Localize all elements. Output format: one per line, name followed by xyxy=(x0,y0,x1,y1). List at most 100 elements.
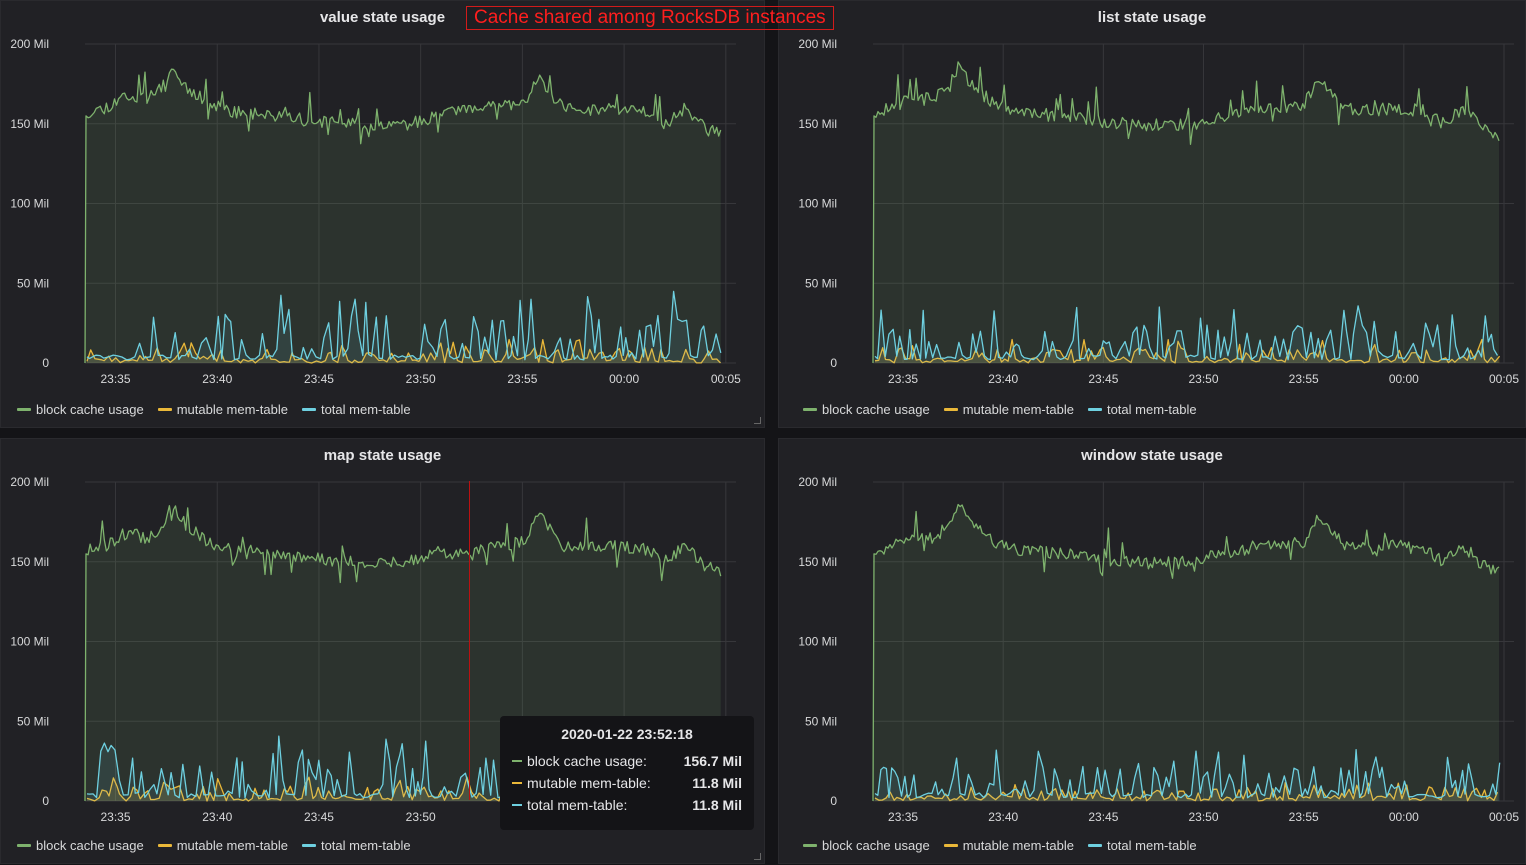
legend-swatch-mutable xyxy=(157,408,172,411)
y-tick-label: 50 Mil xyxy=(805,276,837,290)
x-tick-label: 00:00 xyxy=(609,372,639,386)
y-tick-label: 100 Mil xyxy=(10,635,49,649)
y-tick-label: 150 Mil xyxy=(798,117,837,131)
x-tick-label: 00:05 xyxy=(711,372,741,386)
tooltip-value: 11.8 Mil xyxy=(692,797,742,813)
list-state-chart[interactable]: 0 50 Mil 100 Mil 150 Mil 200 Mil 23:35 23:40 23… xyxy=(779,1,1526,429)
x-tick-label: 23:50 xyxy=(406,372,436,386)
series-area-block-cache-usage xyxy=(873,504,1499,801)
legend-swatch-mutable xyxy=(943,408,958,411)
tooltip-time: 2020-01-22 23:52:18 xyxy=(561,726,693,742)
y-tick-label: 0 xyxy=(830,356,837,370)
panel-value-state[interactable]: value state usage 0 50 Mil 100 Mil 150 Mil 2… xyxy=(0,0,765,428)
y-tick-label: 150 Mil xyxy=(10,555,49,569)
y-tick-label: 0 xyxy=(830,794,837,808)
panel-title[interactable]: list state usage xyxy=(1097,9,1207,26)
legend-item-mutable[interactable]: mutable mem-table xyxy=(157,402,288,417)
x-tick-label: 23:50 xyxy=(1189,810,1219,824)
legend-label: mutable mem-table xyxy=(176,838,288,853)
y-tick-label: 50 Mil xyxy=(17,276,49,290)
legend: block cache usage mutable mem-table tota… xyxy=(803,838,1197,853)
panel-window-state[interactable]: window state usage 0 50 Mil 100 Mil 150 Mil… xyxy=(778,438,1526,864)
legend-swatch-total xyxy=(1087,408,1102,411)
legend-swatch-total xyxy=(301,844,316,847)
legend-item-block-cache[interactable]: block cache usage xyxy=(17,402,144,417)
legend-label: block cache usage xyxy=(36,838,144,853)
panel-list-state[interactable]: list state usage 0 50 Mil 100 Mil 150 Mil 20… xyxy=(778,0,1526,428)
x-tick-label: 23:50 xyxy=(406,810,436,824)
x-tick-label: 23:45 xyxy=(1088,372,1118,386)
x-tick-label: 23:35 xyxy=(888,372,918,386)
series-area-total-mem-table xyxy=(875,305,1498,363)
legend-label: block cache usage xyxy=(822,402,930,417)
x-tick-label: 23:35 xyxy=(888,810,918,824)
legend-item-total[interactable]: total mem-table xyxy=(1087,402,1197,417)
legend-item-block-cache[interactable]: block cache usage xyxy=(803,402,930,417)
series-line-block-cache-usage xyxy=(872,503,1500,802)
series-line-block-cache-usage xyxy=(84,68,722,364)
tooltip-label: mutable mem-table: xyxy=(527,775,651,791)
value-state-chart[interactable]: 0 50 Mil 100 Mil 150 Mil 200 Mil 23:35 23:40 23… xyxy=(1,1,766,429)
x-tick-label: 23:40 xyxy=(988,810,1018,824)
x-tick-label: 00:00 xyxy=(1389,372,1419,386)
x-tick-label: 23:55 xyxy=(1289,372,1319,386)
y-tick-label: 100 Mil xyxy=(10,197,49,211)
panel-title[interactable]: value state usage xyxy=(319,9,446,26)
series-line-total-mem-table xyxy=(874,305,1499,361)
legend-swatch-total xyxy=(1087,844,1102,847)
y-tick-label: 50 Mil xyxy=(805,714,837,728)
x-tick-label: 23:50 xyxy=(1189,372,1219,386)
series-area-block-cache-usage xyxy=(85,69,721,363)
x-tick-label: 23:45 xyxy=(304,810,334,824)
hover-crosshair xyxy=(469,481,470,800)
legend-swatch-block xyxy=(17,408,31,411)
legend-item-block-cache[interactable]: block cache usage xyxy=(17,838,144,853)
x-tick-label: 23:40 xyxy=(202,372,232,386)
y-tick-label: 50 Mil xyxy=(17,714,49,728)
series-area-total-mem-table xyxy=(875,749,1500,801)
series-area-block-cache-usage xyxy=(873,61,1499,364)
legend-item-total[interactable]: total mem-table xyxy=(301,402,411,417)
y-tick-label: 200 Mil xyxy=(798,475,837,489)
tooltip-value: 156.7 Mil xyxy=(683,753,742,769)
legend-label: total mem-table xyxy=(1106,402,1197,417)
legend-item-total[interactable]: total mem-table xyxy=(1087,838,1197,853)
legend-item-mutable[interactable]: mutable mem-table xyxy=(943,402,1074,417)
series-line-mutable-mem-table xyxy=(874,338,1501,364)
legend-item-mutable[interactable]: mutable mem-table xyxy=(157,838,288,853)
tooltip-label: block cache usage: xyxy=(527,753,647,769)
y-tick-label: 100 Mil xyxy=(798,635,837,649)
legend: block cache usage mutable mem-table tota… xyxy=(17,402,411,417)
window-state-chart[interactable]: 0 50 Mil 100 Mil 150 Mil 200 Mil 23:35 23:40 23… xyxy=(779,439,1526,865)
tooltip-swatch xyxy=(512,804,522,806)
legend-label: mutable mem-table xyxy=(962,838,1074,853)
resize-handle[interactable] xyxy=(754,853,761,860)
x-tick-label: 00:05 xyxy=(1489,810,1519,824)
y-tick-label: 150 Mil xyxy=(798,555,837,569)
x-tick-label: 00:00 xyxy=(1389,810,1419,824)
resize-handle[interactable] xyxy=(754,417,761,424)
tooltip-label: total mem-table: xyxy=(527,797,628,813)
panel-title[interactable]: map state usage xyxy=(323,447,442,464)
legend-item-mutable[interactable]: mutable mem-table xyxy=(943,838,1074,853)
series-line-total-mem-table xyxy=(86,290,722,361)
legend-item-total[interactable]: total mem-table xyxy=(301,838,411,853)
x-tick-label: 23:45 xyxy=(1088,810,1118,824)
x-tick-label: 00:05 xyxy=(1489,372,1519,386)
tooltip-swatch xyxy=(512,782,522,784)
legend-item-block-cache[interactable]: block cache usage xyxy=(803,838,930,853)
legend-label: total mem-table xyxy=(1106,838,1197,853)
panel-title[interactable]: window state usage xyxy=(1081,447,1223,464)
series-area-mutable-mem-table xyxy=(875,782,1498,801)
x-tick-label: 23:55 xyxy=(507,372,537,386)
legend-swatch-mutable xyxy=(943,844,958,847)
x-tick-label: 23:55 xyxy=(1289,810,1319,824)
y-tick-label: 200 Mil xyxy=(798,37,837,51)
tooltip-row-block: block cache usage: 156.7 Mil xyxy=(512,750,742,772)
x-tick-label: 23:35 xyxy=(101,372,131,386)
series-line-block-cache-usage xyxy=(872,61,1500,364)
legend-swatch-block xyxy=(803,408,817,411)
series-line-block-cache-usage xyxy=(84,505,722,802)
legend-swatch-block xyxy=(803,844,817,847)
y-tick-label: 150 Mil xyxy=(10,117,49,131)
